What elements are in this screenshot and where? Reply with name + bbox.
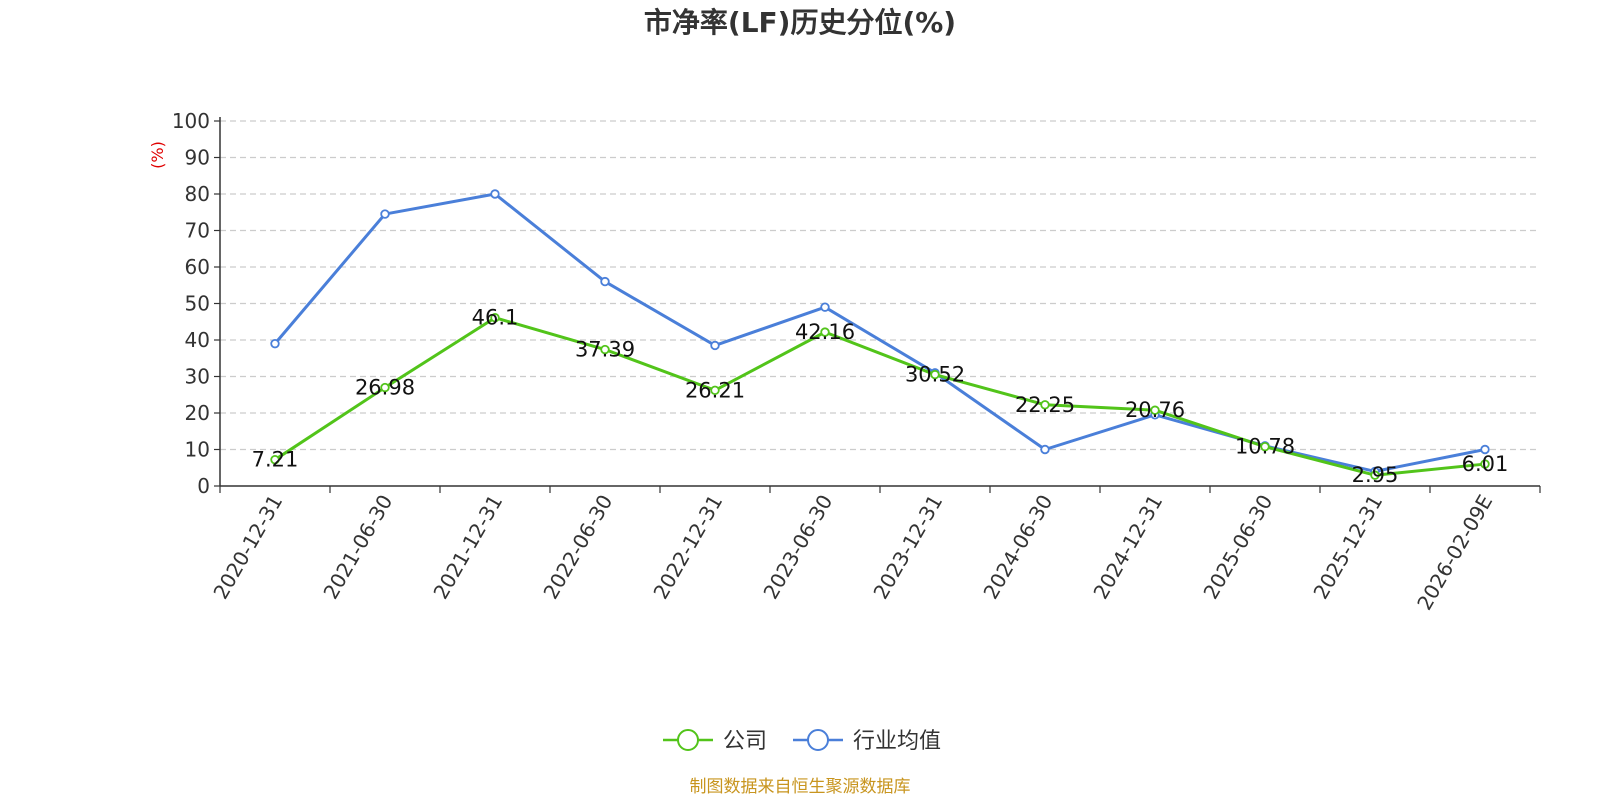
data-point-0[interactable] <box>1150 405 1160 415</box>
legend-label: 行业均值 <box>853 729 941 754</box>
y-axis-unit-label: (%) <box>148 141 167 169</box>
data-label: 6.01 <box>1462 452 1509 476</box>
x-tick-label: 2023-06-30 <box>758 491 837 604</box>
x-tick-label: 2024-06-30 <box>978 491 1057 604</box>
data-point-1[interactable] <box>820 302 830 312</box>
data-point-1[interactable] <box>380 209 390 219</box>
data-point-0[interactable] <box>1480 459 1490 469</box>
axes: 0 10 20 30 40 50 60 70 80 90 100 2020-12-31 2021-06-… <box>172 109 1541 615</box>
legend-marker <box>807 729 829 751</box>
chart-title: 市净率(LF)历史分位(%) <box>644 6 956 39</box>
y-tick-label: 90 <box>185 146 210 170</box>
data-label: 22.25 <box>1015 393 1075 417</box>
data-label: 26.21 <box>685 378 745 402</box>
data-point-0[interactable] <box>1260 441 1270 452</box>
series-line-0 <box>274 316 1486 477</box>
y-tick-label: 60 <box>185 255 210 279</box>
data-label: 2.95 <box>1352 463 1399 487</box>
y-tick-label: 100 <box>172 109 210 133</box>
data-point-0[interactable] <box>710 385 720 396</box>
source-note: 制图数据来自恒生聚源数据库 <box>690 777 911 797</box>
data-label: 46.1 <box>472 306 519 330</box>
gridlines <box>220 120 1540 451</box>
data-label: 26.98 <box>355 376 415 400</box>
x-tick-label: 2020-12-31 <box>208 491 287 604</box>
x-tick-label: 2023-12-31 <box>868 491 947 604</box>
series-lines <box>270 189 1490 480</box>
legend-item-0[interactable]: 公司 <box>663 729 767 754</box>
y-tick-label: 50 <box>185 292 210 316</box>
data-point-1[interactable] <box>1040 444 1050 455</box>
data-point-1[interactable] <box>490 189 500 199</box>
x-tick-label: 2025-06-30 <box>1198 491 1277 604</box>
data-label: 7.21 <box>252 448 299 472</box>
data-point-0[interactable] <box>820 327 830 337</box>
data-point-0[interactable] <box>1040 400 1050 410</box>
legend-marker <box>677 729 699 751</box>
x-tick-label: 2026-02-09E <box>1412 491 1497 615</box>
data-point-0[interactable] <box>380 382 390 393</box>
x-tick-label: 2021-06-30 <box>318 491 397 604</box>
data-point-0[interactable] <box>600 344 610 355</box>
y-tick-label: 0 <box>197 474 210 498</box>
data-point-1[interactable] <box>270 338 280 349</box>
data-point-0[interactable] <box>490 313 500 323</box>
legend[interactable]: 公司 行业均值 <box>663 729 941 754</box>
x-tick-label: 2024-12-31 <box>1088 491 1167 604</box>
data-point-0[interactable] <box>930 369 940 380</box>
data-point-0[interactable] <box>270 454 280 465</box>
data-point-0[interactable] <box>1370 470 1380 480</box>
data-label: 30.52 <box>905 363 965 387</box>
x-tick-label: 2022-06-30 <box>538 491 617 604</box>
y-tick-label: 30 <box>185 365 210 389</box>
y-tick-label: 20 <box>185 401 210 425</box>
data-label: 20.76 <box>1125 398 1185 422</box>
data-point-1[interactable] <box>710 340 720 351</box>
data-label: 42.16 <box>795 320 855 344</box>
y-tick-label: 40 <box>185 328 210 352</box>
x-tick-label: 2022-12-31 <box>648 491 727 604</box>
data-label: 10.78 <box>1235 435 1295 459</box>
y-tick-label: 70 <box>185 219 210 243</box>
x-tick-label: 2025-12-31 <box>1308 491 1387 604</box>
legend-item-1[interactable]: 行业均值 <box>793 729 941 754</box>
data-labels: 7.21 26.98 46.1 37.39 26.21 42.16 30.52 22.25 20… <box>252 306 1509 487</box>
legend-label: 公司 <box>723 729 767 754</box>
x-tick-label: 2021-12-31 <box>428 491 507 604</box>
data-point-1[interactable] <box>600 276 610 287</box>
y-tick-label: 10 <box>185 438 210 462</box>
data-label: 37.39 <box>575 338 635 362</box>
data-point-1[interactable] <box>1480 444 1490 455</box>
y-tick-label: 80 <box>185 182 210 206</box>
series-line-1 <box>273 192 1486 473</box>
